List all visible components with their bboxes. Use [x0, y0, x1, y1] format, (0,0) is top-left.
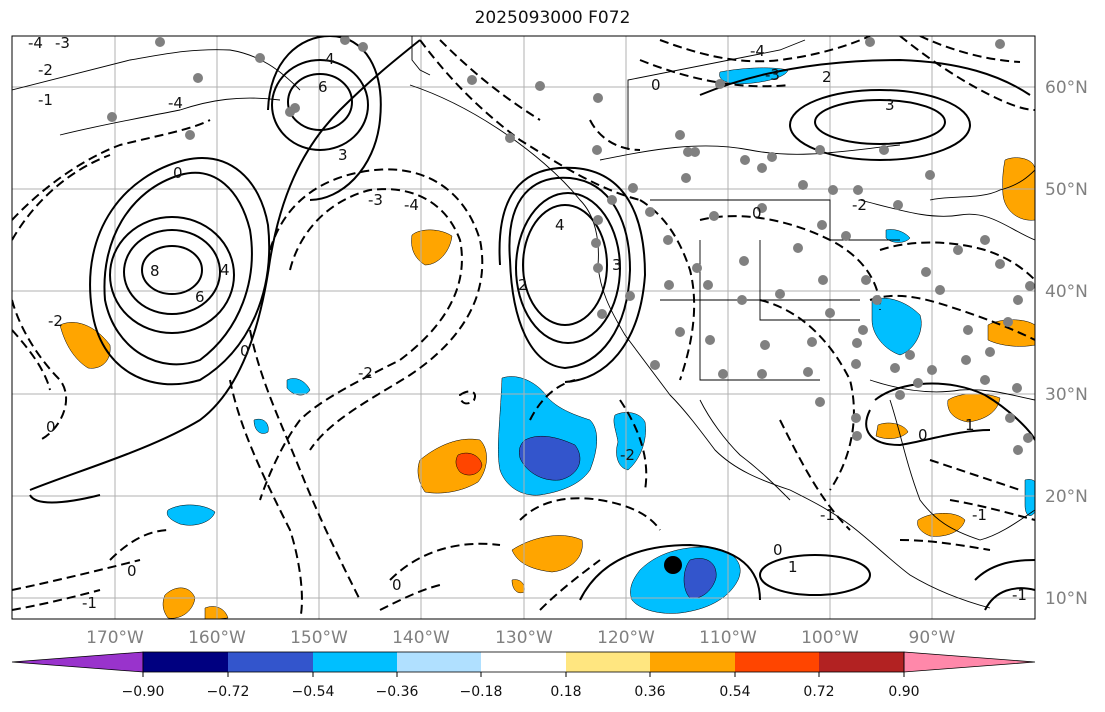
svg-text:-1: -1 — [38, 91, 53, 109]
colorbar-segment — [650, 652, 735, 672]
svg-text:3: 3 — [885, 96, 895, 114]
svg-text:-4: -4 — [404, 196, 419, 214]
station-markers — [107, 36, 1035, 455]
lon-tick: 110°W — [699, 628, 757, 648]
contours-negative — [12, 36, 1035, 619]
lat-tick: 60°N — [1045, 78, 1088, 98]
svg-text:-4: -4 — [750, 42, 765, 60]
svg-text:0: 0 — [752, 204, 762, 222]
lon-tick-labels: 170°W 160°W 150°W 140°W 130°W 120°W 110°… — [86, 628, 956, 648]
svg-text:0: 0 — [651, 76, 661, 94]
colorbar-segment — [481, 652, 566, 672]
colorbar-tick: −0.18 — [460, 684, 503, 700]
svg-text:-3: -3 — [765, 66, 780, 84]
lon-tick: 140°W — [392, 628, 450, 648]
colorbar-segment — [397, 652, 481, 672]
map-title: 2025093000 F072 — [474, 8, 631, 28]
svg-text:0: 0 — [240, 342, 250, 360]
svg-text:-2: -2 — [620, 446, 635, 464]
svg-text:0: 0 — [918, 426, 928, 444]
shade-negative-south-core — [683, 558, 717, 599]
lat-tick: 30°N — [1045, 385, 1088, 405]
svg-text:0: 0 — [127, 562, 137, 580]
colorbar: −0.90 −0.72 −0.54 −0.36 −0.18 0.18 0.36 … — [11, 651, 1036, 700]
lat-tick: 20°N — [1045, 487, 1088, 507]
svg-text:-3: -3 — [55, 34, 70, 52]
svg-text:-1: -1 — [972, 506, 987, 524]
svg-text:3: 3 — [338, 146, 348, 164]
colorbar-extend-right — [903, 651, 1036, 673]
colorbar-tick: −0.90 — [122, 684, 165, 700]
lat-tick: 50°N — [1045, 180, 1088, 200]
svg-text:-2: -2 — [48, 312, 63, 330]
lon-tick: 170°W — [86, 628, 144, 648]
colorbar-segment — [819, 652, 904, 672]
map-border — [11, 35, 1036, 620]
svg-text:4: 4 — [555, 216, 565, 234]
svg-text:-4: -4 — [28, 34, 43, 52]
svg-text:1: 1 — [788, 558, 798, 576]
colorbar-segment — [735, 652, 819, 672]
lon-tick: 150°W — [290, 628, 348, 648]
lon-tick: 130°W — [495, 628, 553, 648]
colorbar-tick: −0.36 — [376, 684, 419, 700]
svg-text:4: 4 — [220, 261, 230, 279]
svg-text:3: 3 — [612, 256, 622, 274]
lon-tick: 100°W — [801, 628, 859, 648]
svg-text:2: 2 — [518, 276, 528, 294]
svg-text:2: 2 — [822, 68, 832, 86]
svg-text:-3: -3 — [368, 191, 383, 209]
lon-tick: 160°W — [188, 628, 246, 648]
colorbar-tick: 0.90 — [888, 684, 919, 700]
svg-text:6: 6 — [318, 78, 328, 96]
colorbar-extend-left — [11, 651, 144, 673]
contours-positive — [29, 36, 1035, 611]
svg-text:6: 6 — [195, 288, 205, 306]
colorbar-tick: 0.18 — [550, 684, 581, 700]
colorbar-tick: −0.54 — [292, 684, 335, 700]
svg-text:-2: -2 — [38, 61, 53, 79]
lon-tick: 90°W — [909, 628, 956, 648]
lat-tick: 40°N — [1045, 282, 1088, 302]
colorbar-segment — [566, 652, 650, 672]
gridlines — [12, 36, 1035, 619]
svg-text:-2: -2 — [852, 196, 867, 214]
svg-text:-4: -4 — [168, 94, 183, 112]
shade-positive — [417, 438, 487, 494]
svg-text:1: 1 — [965, 416, 975, 434]
highlight-point — [664, 556, 682, 574]
colorbar-tick: 0.36 — [634, 684, 665, 700]
colorbar-segment — [143, 652, 228, 672]
svg-text:8: 8 — [150, 262, 160, 280]
shaded-areas — [59, 67, 1035, 619]
colorbar-tick: 0.72 — [803, 684, 834, 700]
svg-text:0: 0 — [173, 164, 183, 182]
svg-text:-1: -1 — [82, 594, 97, 612]
svg-text:-1: -1 — [1012, 586, 1027, 604]
colorbar-segment — [313, 652, 397, 672]
colorbar-tick: −0.72 — [207, 684, 250, 700]
colorbar-tick: 0.54 — [719, 684, 750, 700]
lat-tick: 10°N — [1045, 589, 1088, 609]
svg-text:-1: -1 — [820, 506, 835, 524]
svg-text:0: 0 — [46, 418, 56, 436]
svg-text:0: 0 — [392, 576, 402, 594]
shade-negative-core — [518, 435, 581, 481]
svg-text:4: 4 — [325, 50, 335, 68]
colorbar-segment — [228, 652, 313, 672]
contour-labels: 8 6 4 4 6 3 4 3 2 3 2 1 0 0 1 0 0 0 0 0 … — [28, 34, 1027, 612]
svg-text:-2: -2 — [358, 364, 373, 382]
lon-tick: 120°W — [597, 628, 655, 648]
lat-tick-labels: 60°N 50°N 40°N 30°N 20°N 10°N — [1045, 78, 1088, 609]
shade-negative-small — [613, 412, 646, 471]
svg-text:0: 0 — [773, 541, 783, 559]
